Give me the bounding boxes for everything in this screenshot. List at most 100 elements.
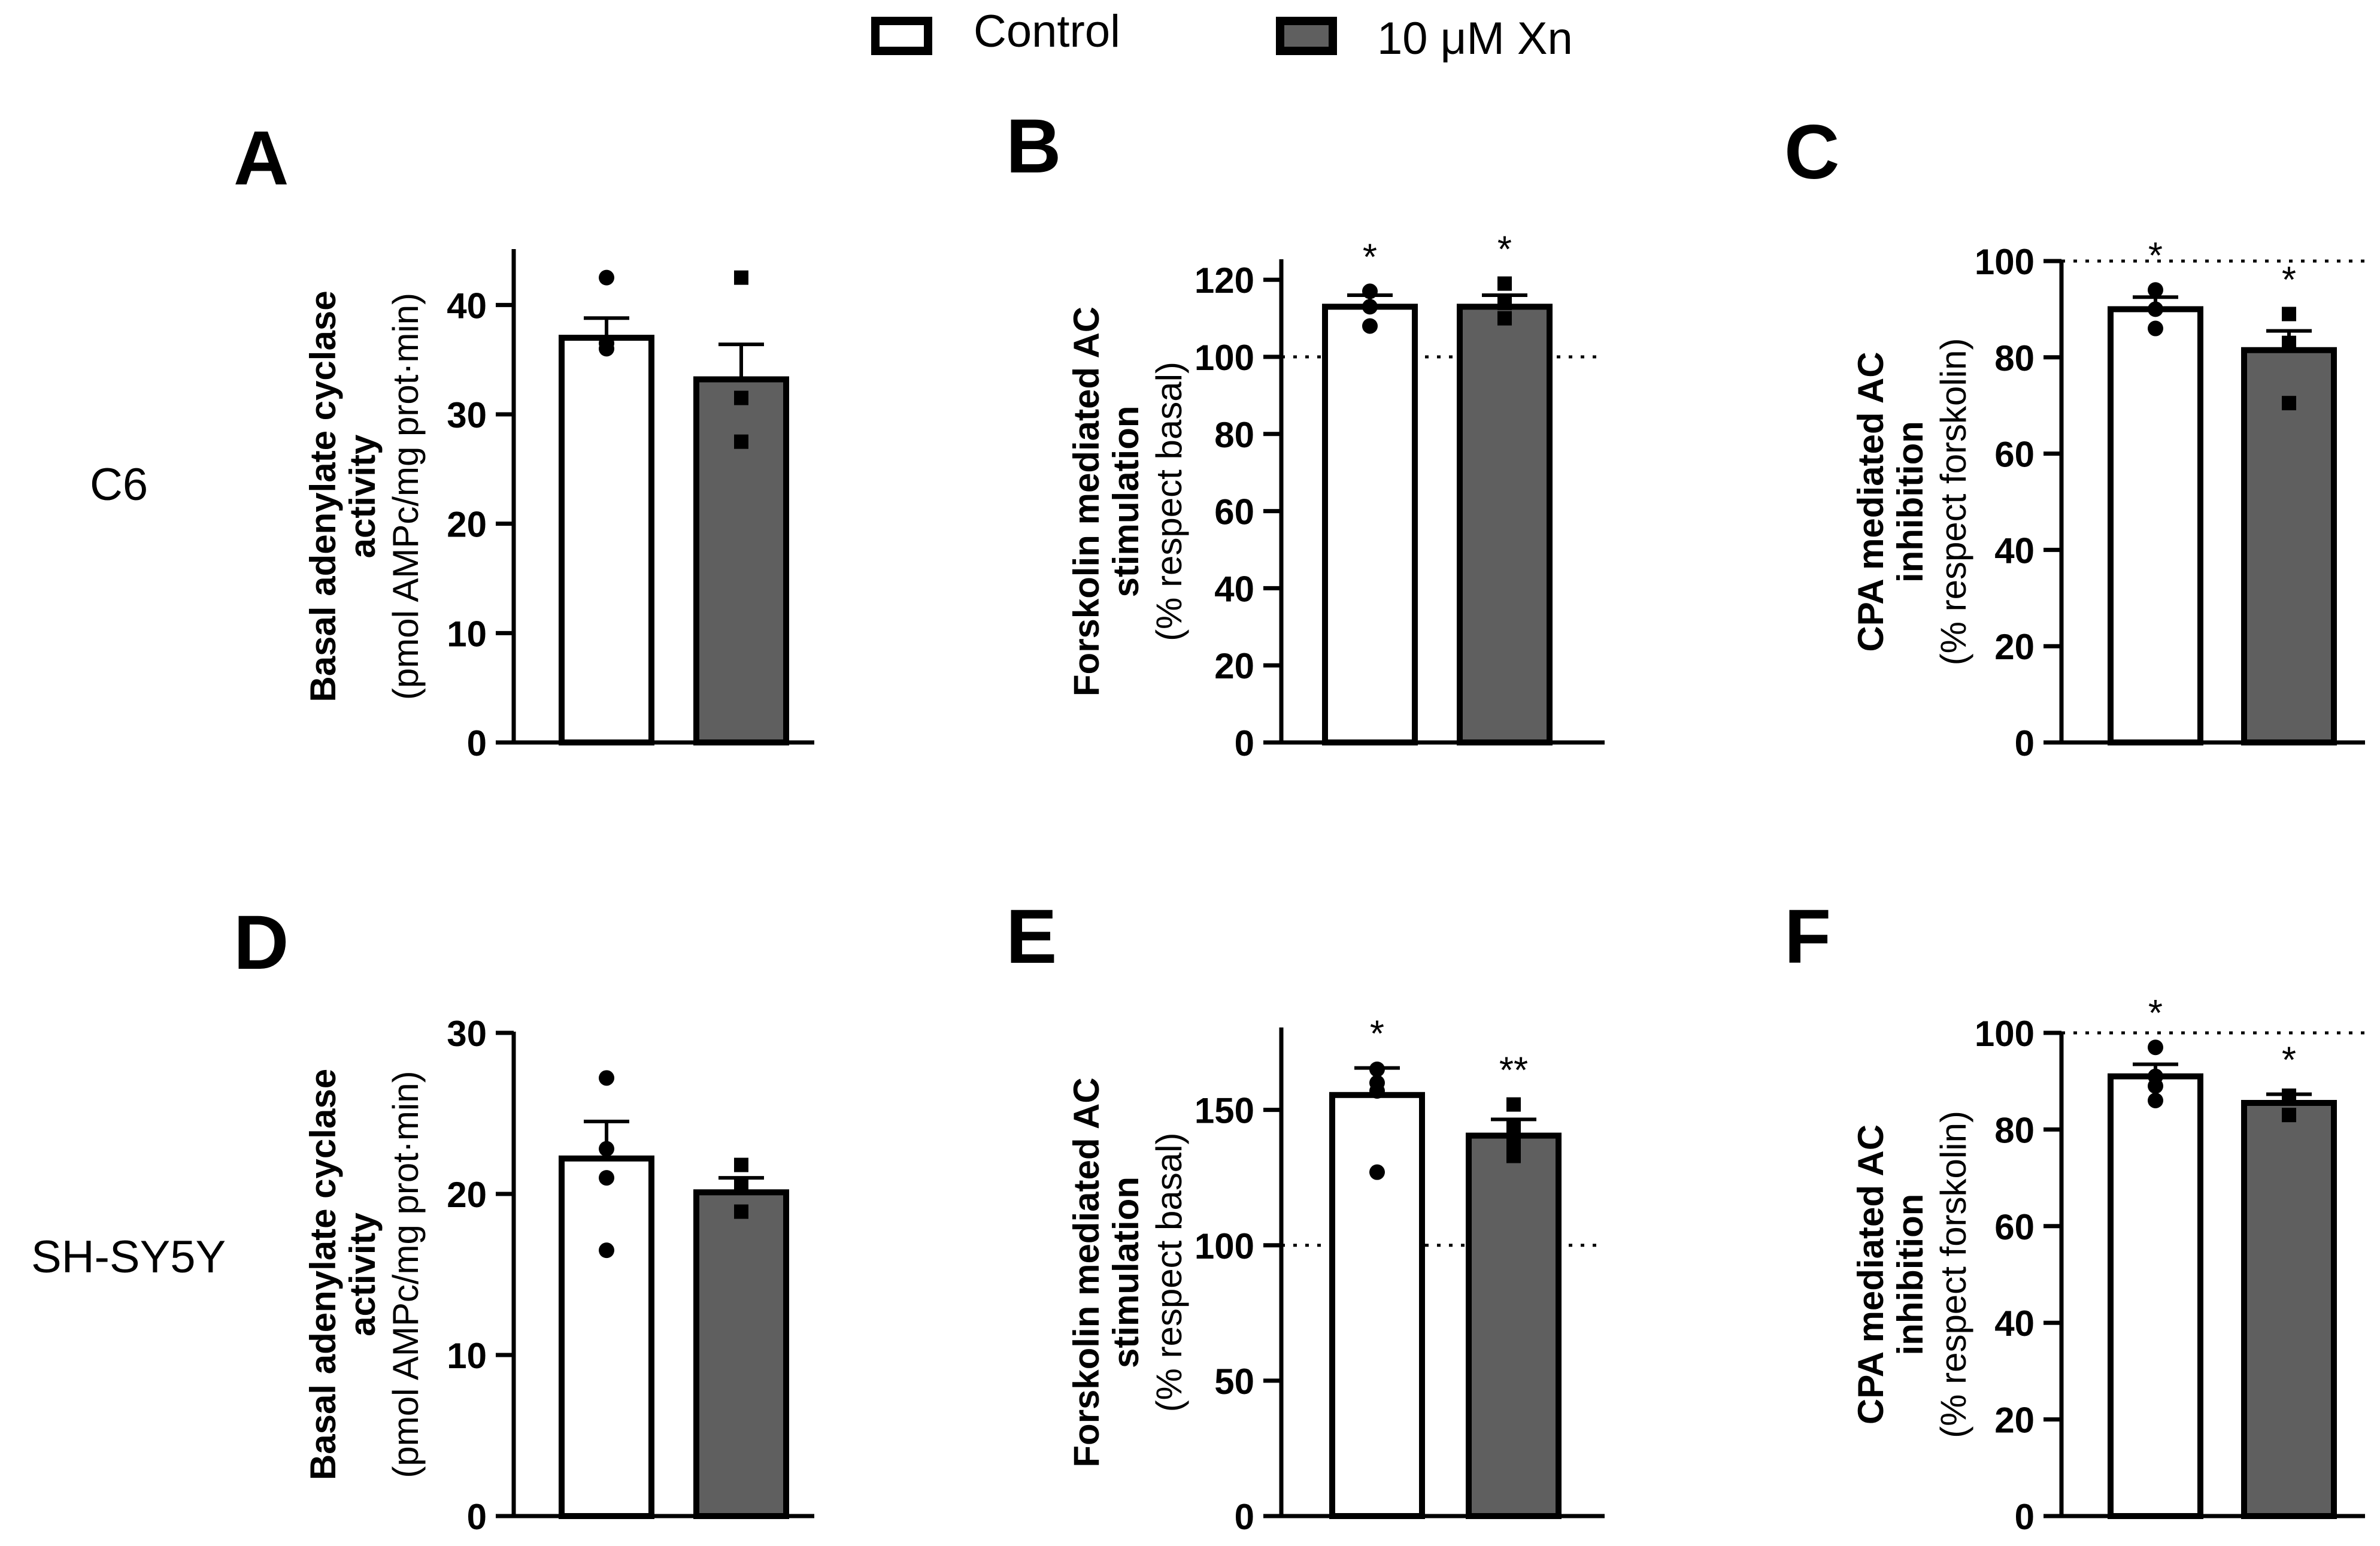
data-point [599,1242,614,1259]
chart-panel-c: 0 20 40 60 80 100 CPA mediated ACinhibition(% … [1851,235,2365,763]
bar-control [1329,1092,1425,1519]
significance-label: * [2148,993,2163,1034]
y-tick-label: 60 [1994,435,2035,475]
panel-letter-a: A [234,116,289,201]
y-axis-label-line: Basal adenylate cyclase [303,290,343,702]
y-tick-label: 50 [1214,1362,1254,1402]
data-point [1497,311,1512,326]
y-tick-label: 100 [1975,1014,2035,1054]
chart-panel-a: 0 10 20 30 40 Basal adenylate cyclaseactivity… [303,249,814,763]
bar-xn [2241,1100,2337,1519]
y-axis-label-unit: (pmol AMPc/mg prot·min) [386,1071,426,1478]
data-point [2282,1108,2296,1123]
data-point [599,1070,614,1086]
data-point [2148,320,2163,337]
data-point [734,1157,748,1172]
y-axis-label: CPA mediated ACinhibition(% respect fors… [1851,338,1973,666]
bar-control [559,335,654,745]
y-axis-label-line: Forskolin mediated AC [1066,307,1106,696]
y-tick-label: 40 [1994,1304,2035,1344]
bar-xn [1457,304,1553,745]
y-tick-label: 40 [447,286,487,326]
y-tick-label: 20 [1994,1401,2035,1441]
y-axis-label-line: activity [342,1212,383,1336]
data-point [2148,1039,2163,1056]
y-tick-label: 120 [1194,260,1254,301]
bar-xn [1466,1132,1562,1519]
y-axis-label-line: CPA mediated AC [1851,351,1891,651]
data-point [1506,1148,1521,1163]
legend-label-xn: 10 μM Xn [1377,13,1573,64]
panel-letter-f: F [1784,894,1831,980]
data-point [1369,1083,1385,1099]
data-point [599,269,614,286]
y-tick-label: 0 [467,723,487,763]
legend-swatch-control [871,17,932,55]
y-tick-label: 40 [1214,569,1254,609]
y-tick-label: 20 [447,505,487,545]
data-point [734,434,748,449]
data-point [599,1170,614,1186]
data-point [1369,1164,1385,1180]
y-tick-label: 0 [2015,723,2035,763]
significance-label: ** [1499,1050,1528,1092]
y-tick-label: 0 [2015,1497,2035,1537]
data-point [2148,301,2163,317]
data-point [1497,276,1512,291]
data-point [1497,295,1512,310]
y-tick-label: 100 [1194,338,1254,378]
bar-xn [693,376,789,745]
y-tick-label: 0 [1235,723,1254,763]
y-axis-label-unit: (% respect forskolin) [1933,1111,1973,1438]
data-point [1362,283,1378,299]
significance-label: * [1370,1014,1384,1055]
y-axis-label-line: inhibition [1890,421,1930,583]
y-axis-label: CPA mediated ACinhibition(% respect fors… [1851,1111,1973,1438]
y-tick-label: 100 [1194,1226,1254,1266]
y-tick-label: 60 [1994,1207,2035,1247]
panel-letter-e: E [1006,894,1057,980]
y-tick-label: 30 [447,395,487,435]
data-point [1506,1118,1521,1133]
y-tick-label: 100 [1975,242,2035,282]
data-point [1362,299,1378,315]
data-point [734,1204,748,1219]
bar-control [1322,304,1418,745]
y-tick-label: 60 [1214,492,1254,532]
bar-xn [2241,347,2337,745]
y-axis-label-line: stimulation [1106,405,1146,597]
chart-panel-f: 0 20 40 60 80 100 CPA mediated ACinhibition(% … [1851,993,2365,1537]
data-point [1506,1135,1521,1150]
significance-label: * [1497,229,1512,271]
y-tick-label: 80 [1994,1110,2035,1150]
bar-xn [693,1189,789,1520]
data-point [2282,1088,2296,1103]
data-point [599,1141,614,1157]
y-tick-label: 20 [1214,646,1254,686]
y-tick-label: 150 [1194,1091,1254,1131]
bar-control [2108,1073,2203,1519]
data-point [2282,396,2296,411]
data-point [1506,1097,1521,1112]
y-axis-label: Basal adenylate cyclaseactivity(pmol AMP… [303,290,426,702]
y-tick-label: 10 [447,1336,487,1376]
y-axis-label: Basal adenylate cyclaseactivity(pmol AMP… [303,1069,426,1480]
data-point [1362,318,1378,334]
data-point [1369,1061,1385,1077]
significance-label: * [2148,235,2163,277]
panel-letter-c: C [1784,110,1839,195]
y-axis-label-line: CPA mediated AC [1851,1124,1891,1424]
y-axis-label-line: stimulation [1106,1177,1146,1368]
y-axis-label-unit: (% respect forskolin) [1933,338,1973,666]
y-tick-label: 20 [1994,627,2035,667]
row-label-shsy5y: SH-SY5Y [31,1232,226,1283]
y-axis-label-unit: (% respect basal) [1149,1133,1189,1412]
y-tick-label: 0 [467,1497,487,1537]
y-axis-label: Forskolin mediated ACstimulation(% respe… [1066,1077,1189,1467]
data-point [734,270,748,285]
legend-swatch-xn [1276,17,1337,55]
data-point [2148,282,2163,298]
significance-label: * [1363,237,1377,278]
